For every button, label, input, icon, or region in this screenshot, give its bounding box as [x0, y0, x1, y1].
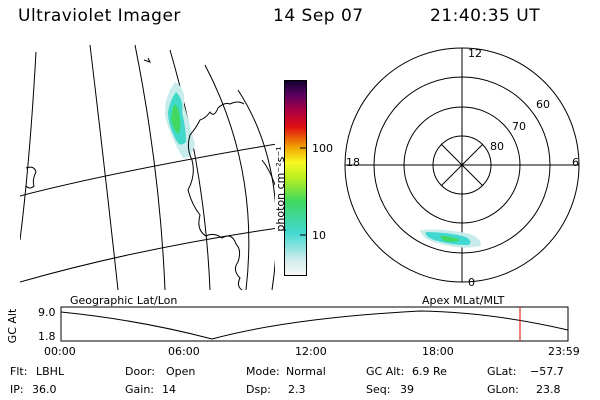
mlat-label-80: 80 — [490, 140, 504, 153]
gain-label: Gain: — [125, 383, 154, 396]
mlt-label-18: 18 — [346, 156, 360, 169]
geographic-map — [20, 44, 275, 290]
dsp-value: 2.3 — [288, 383, 306, 396]
altitude-timeline — [60, 306, 569, 342]
colorbar-unit-label: photon cm⁻²s⁻¹ — [274, 146, 287, 232]
timeline-y-max: 9.0 — [38, 306, 56, 319]
time-tick-1800: 18:00 — [422, 345, 454, 358]
door-label: Door: — [125, 365, 155, 378]
mode-value: Normal — [286, 365, 326, 378]
aurora-blob-polar — [420, 229, 481, 248]
gcalt-label: GC Alt: — [366, 365, 405, 378]
seq-value: 39 — [400, 383, 414, 396]
date-label: 14 Sep 07 — [273, 6, 364, 26]
glat-label: GLat: — [487, 365, 517, 378]
altitude-curve — [60, 310, 569, 340]
polar-panel-label: Apex MLat/MLT — [422, 294, 505, 307]
coastline — [25, 101, 275, 290]
instrument-title: Ultraviolet Imager — [18, 6, 181, 26]
ip-label: IP: — [10, 383, 24, 396]
time-label: 21:40:35 UT — [430, 6, 541, 26]
seq-label: Seq: — [366, 383, 391, 396]
time-tick-1200: 12:00 — [295, 345, 327, 358]
colorbar-tick-100: 100 — [312, 142, 333, 155]
mlat-label-60: 60 — [536, 98, 550, 111]
time-tick-2359: 23:59 — [548, 345, 580, 358]
geographic-panel-label: Geographic Lat/Lon — [70, 294, 178, 307]
aurora-blob-geo — [165, 82, 195, 159]
polar-plot — [344, 47, 580, 283]
gcalt-value: 6.9 Re — [412, 365, 447, 378]
glon-label: GLon: — [487, 383, 519, 396]
door-value: Open — [166, 365, 196, 378]
time-tick-0000: 00:00 — [44, 345, 76, 358]
timeline-y-axis-label: GC Alt — [6, 308, 19, 344]
mlt-label-12: 12 — [468, 47, 482, 60]
glon-value: 23.8 — [536, 383, 561, 396]
glat-value: −57.7 — [530, 365, 564, 378]
flt-label: Flt: — [10, 365, 28, 378]
mlat-label-70: 70 — [512, 120, 526, 133]
mlt-label-6: 6 — [572, 156, 579, 169]
ip-value: 36.0 — [32, 383, 57, 396]
mlt-label-0: 0 — [468, 276, 475, 289]
mode-label: Mode: — [246, 365, 280, 378]
colorbar-tick-10: 10 — [312, 229, 326, 242]
flt-value: LBHL — [36, 365, 65, 378]
timeline-y-min: 1.8 — [38, 330, 56, 343]
dsp-label: Dsp: — [246, 383, 271, 396]
colorbar — [284, 80, 307, 276]
gain-value: 14 — [162, 383, 176, 396]
time-tick-0600: 06:00 — [168, 345, 200, 358]
